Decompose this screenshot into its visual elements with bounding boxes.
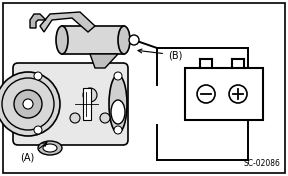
Circle shape: [34, 126, 42, 134]
Polygon shape: [40, 12, 95, 32]
FancyBboxPatch shape: [13, 63, 128, 145]
Circle shape: [129, 35, 139, 45]
Circle shape: [34, 72, 42, 80]
Ellipse shape: [118, 26, 130, 54]
Circle shape: [83, 88, 97, 102]
Circle shape: [14, 90, 42, 118]
Ellipse shape: [109, 75, 127, 133]
Bar: [185, 68, 263, 120]
Ellipse shape: [43, 144, 57, 152]
Ellipse shape: [111, 100, 125, 124]
Ellipse shape: [38, 141, 62, 155]
Bar: [83, 88, 91, 120]
Circle shape: [114, 72, 122, 80]
Polygon shape: [90, 54, 118, 68]
Circle shape: [100, 113, 110, 123]
Ellipse shape: [56, 26, 68, 54]
Bar: [62, 26, 124, 54]
Circle shape: [0, 72, 60, 136]
Circle shape: [23, 99, 33, 109]
Circle shape: [70, 113, 80, 123]
Circle shape: [229, 85, 247, 103]
Circle shape: [114, 126, 122, 134]
Polygon shape: [30, 14, 46, 28]
Text: (B): (B): [138, 49, 182, 60]
Text: (A): (A): [20, 143, 47, 163]
Text: SC-02086: SC-02086: [243, 159, 280, 168]
Circle shape: [197, 85, 215, 103]
